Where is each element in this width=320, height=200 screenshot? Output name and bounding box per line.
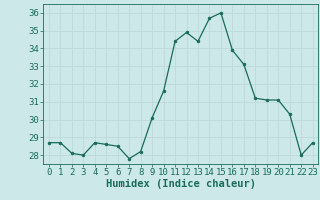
X-axis label: Humidex (Indice chaleur): Humidex (Indice chaleur) bbox=[106, 179, 256, 189]
